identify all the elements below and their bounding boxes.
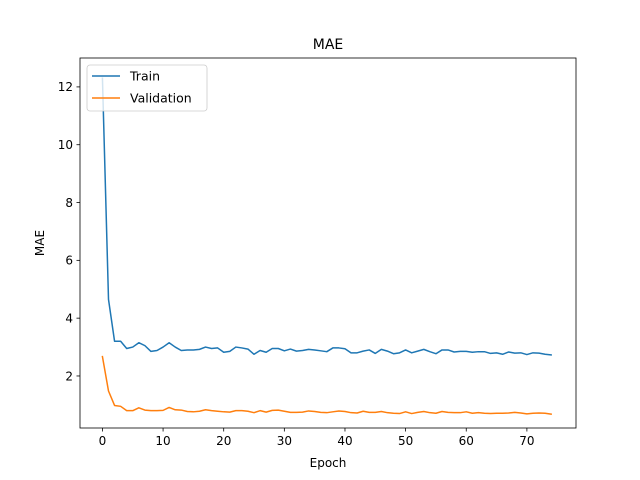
x-tick-label: 50 (398, 434, 413, 448)
series-line-train (101, 77, 552, 356)
series-layer (101, 77, 552, 415)
x-tick-label: 0 (99, 434, 107, 448)
x-tick-label: 60 (459, 434, 474, 448)
y-tick-label: 2 (65, 369, 73, 383)
x-tick-label: 40 (337, 434, 352, 448)
x-tick-label: 30 (277, 434, 292, 448)
y-tick-label: 8 (65, 196, 73, 210)
y-tick-label: 12 (58, 80, 73, 94)
chart-title: MAE (313, 37, 344, 53)
x-tick-label: 10 (155, 434, 170, 448)
x-tick-label: 70 (519, 434, 534, 448)
legend: Train Validation (86, 64, 208, 112)
legend-label-train: Train (129, 69, 160, 84)
x-tick-label: 20 (216, 434, 231, 448)
x-axis-label: Epoch (310, 456, 347, 470)
y-tick-label: 10 (58, 138, 73, 152)
y-axis-ticks: 2 4 6 8 10 12 (58, 80, 80, 383)
x-axis-ticks: 0 10 20 30 40 50 60 70 (99, 428, 535, 448)
legend-label-validation: Validation (130, 91, 192, 106)
series-line-validation (101, 355, 552, 415)
plot-frame (79, 57, 577, 429)
y-tick-label: 4 (65, 311, 73, 325)
y-tick-label: 6 (65, 254, 73, 268)
y-axis-label: MAE (33, 230, 47, 256)
